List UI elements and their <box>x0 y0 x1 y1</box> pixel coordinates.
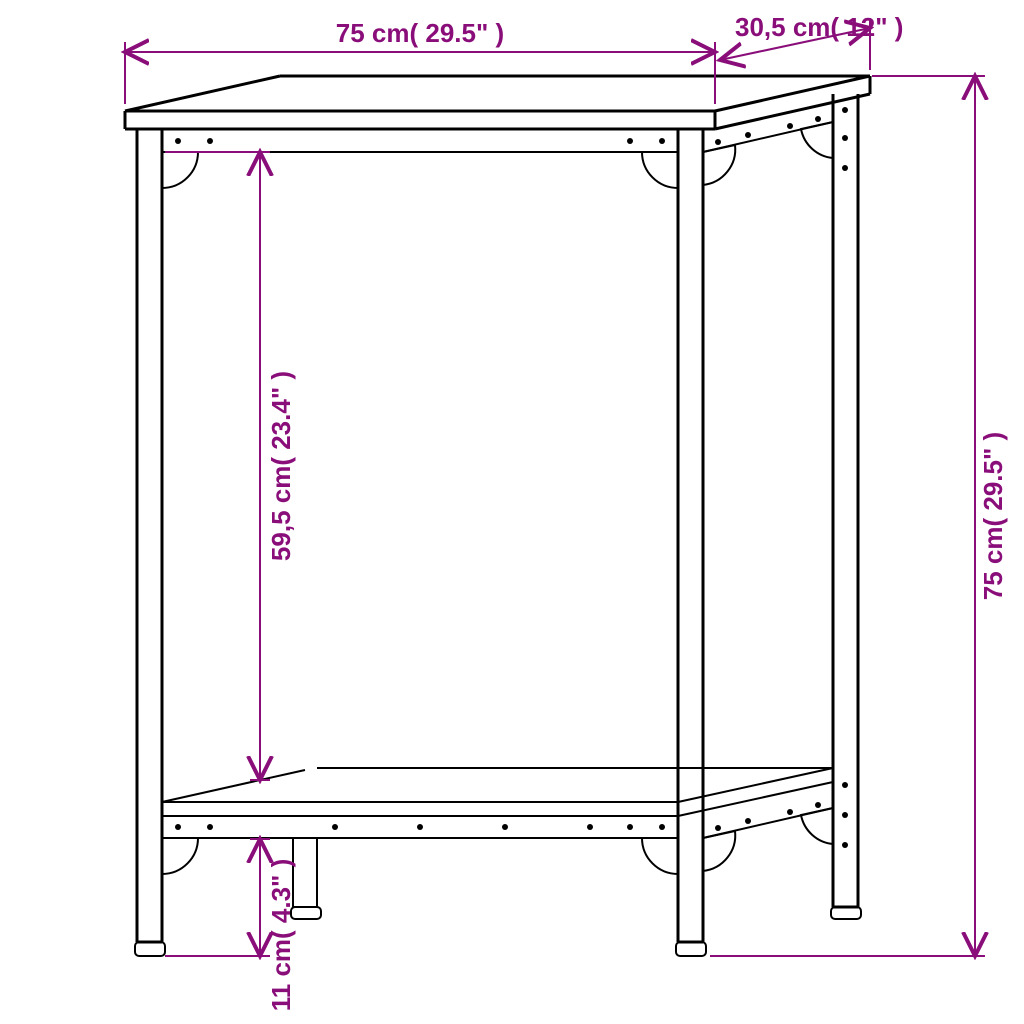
dim-height-label: 75 cm( 29.5" ) <box>978 432 1008 600</box>
dim-inner-height-label: 59,5 cm( 23.4" ) <box>266 371 296 561</box>
dim-width-label: 75 cm( 29.5" ) <box>336 18 504 48</box>
dim-foot-height-label: 11 cm( 4.3" ) <box>266 859 296 1012</box>
dim-depth: 30,5 cm( 12" ) <box>720 12 903 70</box>
dim-depth-label: 30,5 cm( 12" ) <box>735 12 903 42</box>
table-drawing <box>125 76 870 956</box>
dimension-annotations: 75 cm( 29.5" ) 30,5 cm( 12" ) 75 cm( 29.… <box>125 12 1008 1011</box>
dim-inner-height: 59,5 cm( 23.4" ) <box>165 152 296 780</box>
